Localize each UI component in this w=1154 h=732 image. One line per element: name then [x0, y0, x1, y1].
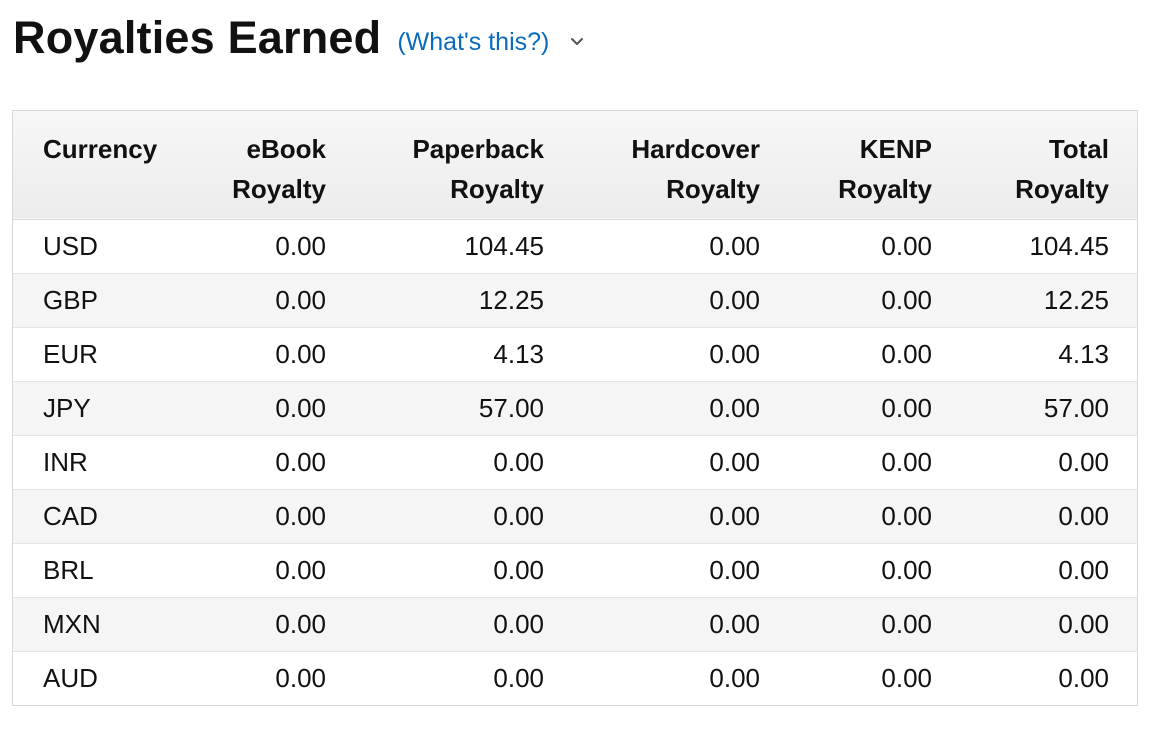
column-header-line: eBook — [246, 134, 326, 164]
table-cell-total-royalty: 104.45 — [1029, 230, 1109, 261]
table-row: AUD 0.00 0.00 0.00 0.00 0.00 — [13, 651, 1137, 705]
column-header-line: Hardcover — [631, 134, 760, 164]
table-cell-hardcover-royalty: 0.00 — [709, 284, 760, 315]
table-cell-kenp-royalty: 0.00 — [881, 554, 932, 585]
column-header-line: Royalty — [666, 174, 760, 204]
table-cell-currency: USD — [43, 230, 98, 261]
table-cell-kenp-royalty: 0.00 — [881, 446, 932, 477]
table-cell-kenp-royalty: 0.00 — [881, 500, 932, 531]
table-cell-hardcover-royalty: 0.00 — [709, 608, 760, 639]
table-cell-total-royalty: 0.00 — [1058, 608, 1109, 639]
table-cell-ebook-royalty: 0.00 — [275, 338, 326, 369]
table-cell-ebook-royalty: 0.00 — [275, 446, 326, 477]
table-cell-currency: INR — [43, 446, 88, 477]
column-header-hardcover-royalty: Hardcover Royalty — [572, 111, 788, 219]
column-header-line: Royalty — [838, 174, 932, 204]
table-row: JPY 0.00 57.00 0.00 0.00 57.00 — [13, 381, 1137, 435]
table-cell-hardcover-royalty: 0.00 — [709, 662, 760, 693]
table-cell-paperback-royalty: 0.00 — [493, 662, 544, 693]
table-row: MXN 0.00 0.00 0.00 0.00 0.00 — [13, 597, 1137, 651]
table-cell-paperback-royalty: 0.00 — [493, 500, 544, 531]
table-row: GBP 0.00 12.25 0.00 0.00 12.25 — [13, 273, 1137, 327]
table-cell-hardcover-royalty: 0.00 — [709, 554, 760, 585]
table-header-row: Currency eBook Royalty Paperback Royalty Hard… — [13, 111, 1137, 219]
table-cell-paperback-royalty: 0.00 — [493, 554, 544, 585]
column-header-line: KENP — [859, 134, 932, 164]
table-cell-hardcover-royalty: 0.00 — [709, 446, 760, 477]
table-cell-paperback-royalty: 104.45 — [464, 230, 544, 261]
table-cell-currency: GBP — [43, 284, 98, 315]
page-title: Royalties Earned — [13, 12, 382, 63]
table-cell-kenp-royalty: 0.00 — [881, 284, 932, 315]
table-cell-currency: AUD — [43, 662, 98, 693]
table-cell-currency: MXN — [43, 608, 101, 639]
table-cell-kenp-royalty: 0.00 — [881, 392, 932, 423]
table-cell-hardcover-royalty: 0.00 — [709, 338, 760, 369]
column-header-total-royalty: Total Royalty — [960, 111, 1137, 219]
table-row: CAD 0.00 0.00 0.00 0.00 0.00 — [13, 489, 1137, 543]
column-header-paperback-royalty: Paperback Royalty — [354, 111, 572, 219]
column-header-line: Royalty — [450, 174, 544, 204]
column-header-line: Royalty — [232, 174, 326, 204]
column-header-line: Royalty — [1015, 174, 1109, 204]
table-cell-currency: EUR — [43, 338, 98, 369]
chevron-down-icon[interactable] — [567, 31, 587, 51]
table-header: Currency eBook Royalty Paperback Royalty Hard… — [13, 111, 1137, 219]
column-header-line: Total — [1048, 134, 1109, 164]
table-cell-total-royalty: 0.00 — [1058, 554, 1109, 585]
table-cell-kenp-royalty: 0.00 — [881, 338, 932, 369]
table-cell-ebook-royalty: 0.00 — [275, 554, 326, 585]
table-cell-total-royalty: 12.25 — [1043, 284, 1109, 315]
table-cell-hardcover-royalty: 0.00 — [709, 392, 760, 423]
table-cell-ebook-royalty: 0.00 — [275, 608, 326, 639]
column-header-line: Currency — [43, 134, 158, 164]
table-cell-total-royalty: 0.00 — [1058, 500, 1109, 531]
column-header-line: Paperback — [412, 134, 544, 164]
table-cell-currency: BRL — [43, 554, 94, 585]
table-cell-paperback-royalty: 12.25 — [478, 284, 544, 315]
table-cell-ebook-royalty: 0.00 — [275, 500, 326, 531]
table-row: EUR 0.00 4.13 0.00 0.00 4.13 — [13, 327, 1137, 381]
column-header-currency: Currency — [13, 111, 208, 219]
royalties-header: Royalties Earned (What's this?) — [13, 8, 587, 68]
table-cell-currency: CAD — [43, 500, 98, 531]
royalties-table: Currency eBook Royalty Paperback Royalty Hard… — [12, 110, 1138, 706]
table-cell-ebook-royalty: 0.00 — [275, 662, 326, 693]
whats-this-link[interactable]: (What's this?) — [397, 27, 550, 56]
table-cell-ebook-royalty: 0.00 — [275, 230, 326, 261]
table-row: INR 0.00 0.00 0.00 0.00 0.00 — [13, 435, 1137, 489]
table-row: BRL 0.00 0.00 0.00 0.00 0.00 — [13, 543, 1137, 597]
table-cell-ebook-royalty: 0.00 — [275, 392, 326, 423]
table-cell-total-royalty: 0.00 — [1058, 662, 1109, 693]
table-cell-kenp-royalty: 0.00 — [881, 230, 932, 261]
table-cell-paperback-royalty: 4.13 — [493, 338, 544, 369]
table-cell-paperback-royalty: 0.00 — [493, 446, 544, 477]
table-row: USD 0.00 104.45 0.00 0.00 104.45 — [13, 219, 1137, 273]
table-cell-total-royalty: 4.13 — [1058, 338, 1109, 369]
table-cell-hardcover-royalty: 0.00 — [709, 230, 760, 261]
column-header-kenp-royalty: KENP Royalty — [788, 111, 960, 219]
table-cell-kenp-royalty: 0.00 — [881, 662, 932, 693]
table-cell-total-royalty: 57.00 — [1043, 392, 1109, 423]
table-cell-kenp-royalty: 0.00 — [881, 608, 932, 639]
table-cell-paperback-royalty: 57.00 — [478, 392, 544, 423]
table-cell-ebook-royalty: 0.00 — [275, 284, 326, 315]
table-body: USD 0.00 104.45 0.00 0.00 104.45 GBP 0.00 12.25 0… — [13, 219, 1137, 705]
column-header-ebook-royalty: eBook Royalty — [208, 111, 354, 219]
table-cell-paperback-royalty: 0.00 — [493, 608, 544, 639]
table-cell-total-royalty: 0.00 — [1058, 446, 1109, 477]
table-cell-currency: JPY — [43, 392, 91, 423]
table-cell-hardcover-royalty: 0.00 — [709, 500, 760, 531]
